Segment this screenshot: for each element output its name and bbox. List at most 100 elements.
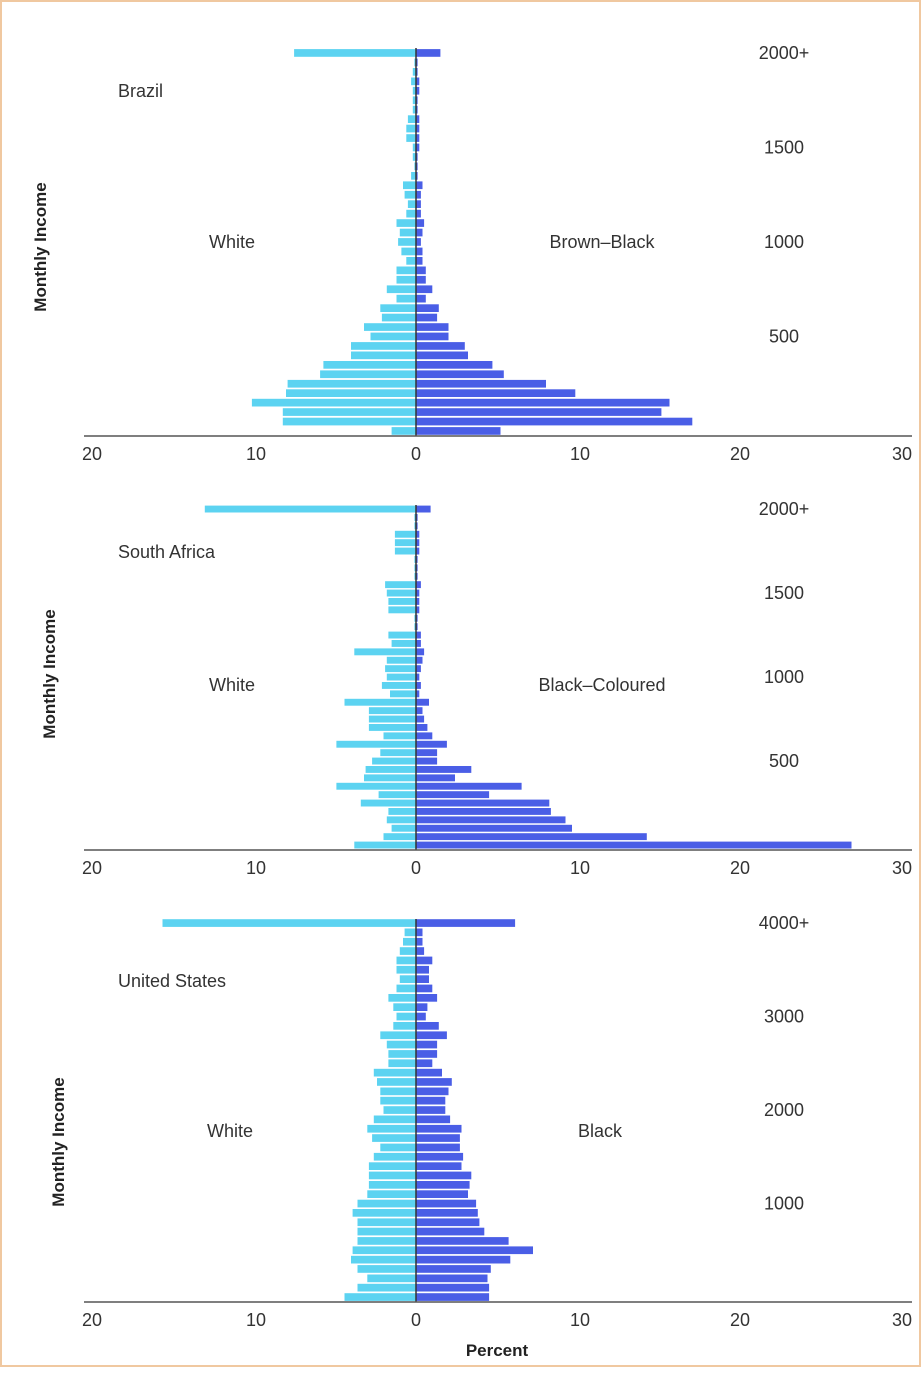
bar-left-8 (351, 351, 416, 360)
bar-right-9 (416, 342, 465, 350)
y-tick-labels: 500 1000 1500 2000+ (759, 499, 810, 771)
bar-left-24 (373, 1068, 417, 1077)
bar-right-6 (416, 1237, 509, 1245)
bar-left-21 (380, 1096, 417, 1105)
bar-right-20 (416, 673, 420, 681)
bar-right-13 (416, 304, 439, 312)
bars (251, 49, 693, 435)
bar-right-21 (416, 665, 421, 673)
bar-right-39 (416, 514, 418, 521)
bar-left-37 (411, 77, 416, 86)
bar-left-22 (380, 1087, 417, 1096)
bar-left-1 (383, 833, 416, 841)
bar-left-35 (396, 965, 416, 974)
bar-right-32 (416, 124, 420, 133)
bar-right-13 (416, 732, 433, 740)
bar-right-9 (416, 1209, 478, 1217)
bar-left-40 (294, 49, 416, 57)
x-tick-label: 30 (892, 1310, 912, 1330)
bar-left-25 (388, 1059, 416, 1068)
bar-left-5 (360, 799, 417, 807)
x-tick-label: 0 (411, 444, 421, 464)
bar-right-13 (416, 1171, 472, 1180)
bar-left-28 (380, 1031, 417, 1040)
bar-right-24 (416, 1068, 442, 1077)
bar-right-12 (416, 1181, 470, 1189)
bar-right-2 (416, 824, 572, 832)
bar-left-12 (336, 740, 416, 748)
bar-left-32 (406, 124, 417, 133)
bar-left-34 (399, 975, 417, 983)
right-series-label: Black–Coloured (538, 675, 665, 695)
bar-right-25 (416, 631, 421, 639)
bar-left-12 (368, 1181, 416, 1189)
bar-left-6 (357, 1237, 416, 1245)
bar-right-34 (416, 105, 418, 114)
bar-left-18 (406, 257, 417, 265)
bar-left-31 (385, 581, 416, 589)
bar-left-28 (388, 606, 416, 614)
bar-right-19 (416, 247, 423, 256)
bar-left-29 (412, 153, 417, 161)
bar-right-33 (416, 115, 420, 123)
bar-right-26 (416, 181, 423, 190)
bar-right-19 (416, 1115, 451, 1124)
bar-left-10 (357, 1199, 416, 1208)
bar-right-22 (416, 656, 423, 664)
bar-left-7 (336, 782, 416, 790)
bar-right-19 (416, 682, 421, 689)
x-tick-label: 10 (570, 444, 590, 464)
bar-left-5 (287, 379, 416, 388)
bar-left-7 (323, 361, 416, 369)
bar-right-10 (416, 1199, 477, 1208)
bar-left-36 (396, 956, 416, 965)
bar-left-33 (396, 984, 416, 993)
bar-right-8 (416, 774, 455, 782)
x-tick-label: 20 (730, 858, 750, 878)
bar-left-14 (368, 724, 416, 731)
bar-right-4 (416, 389, 576, 397)
bar-right-39 (416, 58, 418, 67)
bar-left-38 (414, 522, 416, 530)
x-tick-label: 20 (730, 1310, 750, 1330)
bar-right-9 (416, 766, 472, 773)
bar-left-40 (204, 505, 417, 513)
bar-right-8 (416, 1218, 480, 1227)
bar-left-10 (372, 757, 416, 765)
bar-right-4 (416, 1255, 511, 1264)
bar-left-26 (403, 181, 416, 190)
bar-right-11 (416, 1190, 468, 1198)
bar-left-13 (383, 732, 416, 740)
bar-left-34 (412, 105, 417, 114)
x-tick-label: 20 (82, 858, 102, 878)
bar-right-15 (416, 1152, 464, 1161)
bar-right-26 (416, 623, 418, 631)
right-series-label: Brown–Black (549, 232, 655, 252)
x-tick-label: 10 (570, 858, 590, 878)
left-series-label: White (209, 232, 255, 252)
bar-right-8 (416, 351, 468, 360)
bar-left-15 (368, 715, 416, 723)
y-tick-labels: 1000 2000 3000 4000+ (759, 913, 810, 1214)
bar-right-36 (416, 956, 433, 965)
bar-left-18 (367, 1124, 417, 1133)
bar-right-28 (416, 1031, 447, 1040)
bar-left-22 (396, 219, 416, 227)
bar-right-2 (416, 1274, 488, 1283)
bar-left-32 (388, 994, 416, 1002)
bar-right-25 (416, 190, 421, 199)
bar-left-3 (251, 398, 416, 407)
bar-right-36 (416, 86, 420, 95)
bar-right-29 (416, 153, 418, 161)
bar-left-35 (412, 96, 417, 105)
bar-left-20 (398, 238, 416, 246)
bar-left-3 (357, 1265, 416, 1273)
y-tick-label: 3000 (764, 1007, 804, 1027)
panel-title: Brazil (118, 81, 163, 101)
bar-right-29 (416, 1022, 439, 1030)
x-tick-label: 20 (82, 444, 102, 464)
bar-right-1 (416, 1283, 490, 1292)
x-tick-label: 10 (246, 1310, 266, 1330)
bar-right-1 (416, 833, 647, 841)
